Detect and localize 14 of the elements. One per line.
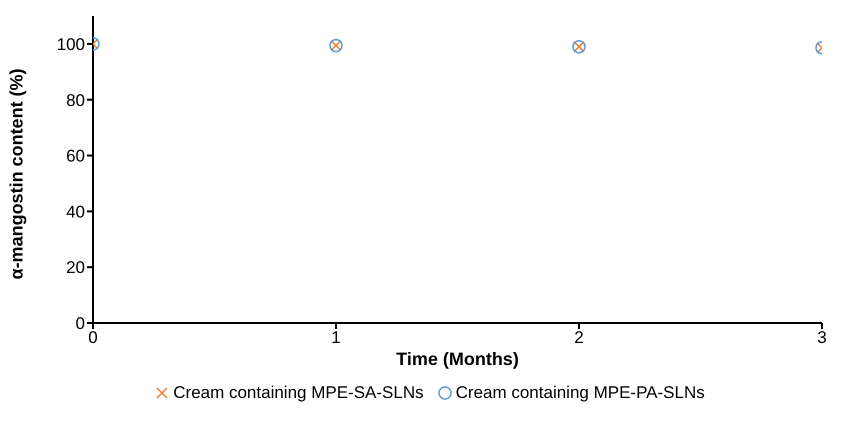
y-tick-label: 0 (76, 314, 85, 334)
legend-label: Cream containing MPE-PA-SLNs (454, 383, 705, 403)
x-tick-label: 3 (817, 328, 827, 348)
legend-label: Cream containing MPE-SA-SLNs (172, 383, 424, 403)
y-axis-title: α-mangostin content (%) (6, 68, 26, 280)
y-tick-label: 20 (66, 258, 85, 278)
x-tick-label: 0 (88, 328, 98, 348)
y-tick-label: 80 (66, 90, 85, 110)
x-tick-label: 2 (574, 328, 584, 348)
x-tick-label: 1 (331, 328, 341, 348)
y-tick-label: 60 (66, 146, 85, 166)
x-axis-title: Time (Months) (396, 349, 519, 369)
y-tick-label: 100 (56, 34, 85, 54)
y-tick-label: 40 (66, 202, 85, 222)
